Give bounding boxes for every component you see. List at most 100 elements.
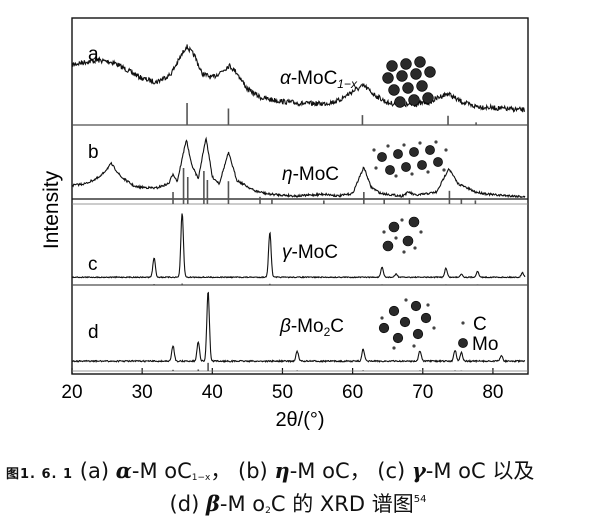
figure-caption-line-2: (d) β-M o2C 的 XRD 谱图54	[0, 488, 596, 518]
xrd-pattern-b	[71, 136, 526, 199]
crystal-c	[382, 216, 423, 254]
caption-run: -M oC	[131, 459, 192, 483]
panel-d: d β-Mo2C	[71, 291, 528, 372]
caption-run: 54	[413, 494, 427, 505]
mo-atom	[408, 94, 420, 106]
mo-atom	[410, 300, 422, 312]
phase-label: α-MoC1−x	[280, 68, 358, 91]
xrd-panels: a α-MoC1−x b η-MoC c γ-MoC d β-Mo2C	[71, 44, 528, 372]
c-atom	[413, 246, 417, 250]
c-atom	[461, 321, 465, 325]
panel-a: a α-MoC1−x	[71, 44, 528, 126]
mo-atom	[382, 72, 394, 84]
caption-run: α	[115, 458, 132, 483]
legend-mo-sphere	[458, 338, 468, 348]
caption-run: -M o	[219, 492, 266, 516]
crystal-structure-icons	[372, 56, 448, 350]
caption-run: 1−x	[191, 473, 211, 483]
c-atom	[386, 144, 390, 148]
xrd-pattern-a	[71, 44, 526, 113]
c-atom	[444, 148, 448, 152]
c-atom	[410, 172, 414, 176]
caption-run: η	[274, 458, 290, 483]
c-atom	[400, 218, 404, 222]
x-tick-label: 50	[272, 382, 293, 403]
caption-run: ， (b)	[210, 459, 275, 483]
panel-b: b η-MoC	[71, 136, 528, 205]
c-atom	[412, 344, 416, 348]
x-tick-label: 30	[132, 382, 153, 403]
caption-run: β	[205, 491, 220, 516]
c-atom	[394, 174, 398, 178]
mo-atom	[388, 305, 400, 317]
y-axis-label: Intensity	[40, 170, 63, 249]
mo-atom	[394, 96, 406, 108]
mo-atom	[399, 316, 411, 328]
atom-legend: CMo	[458, 314, 498, 355]
mo-atom	[412, 328, 424, 340]
xrd-pattern-c	[71, 213, 526, 279]
c-atom	[404, 298, 408, 302]
caption-text-2: (d) β-M o2C 的 XRD 谱图54	[169, 491, 427, 516]
c-atom	[442, 168, 446, 172]
mo-atom	[425, 145, 435, 155]
caption-text-1: (a) α-M oC1−x， (b) η-M oC， (c) γ-M oC 以及	[80, 458, 535, 483]
mo-atom	[410, 68, 422, 80]
c-atom	[426, 303, 430, 307]
mo-atom	[422, 92, 434, 104]
mo-atom	[388, 84, 400, 96]
crystal-d	[378, 298, 436, 350]
c-atom	[426, 170, 430, 174]
phase-label: η-MoC	[282, 164, 339, 185]
c-atom	[394, 236, 398, 240]
caption-run: -M oC 以及	[425, 459, 535, 483]
mo-atom	[386, 60, 398, 72]
mo-atom	[409, 147, 419, 157]
caption-run: 2	[265, 506, 271, 516]
caption-run: -M oC， (c)	[289, 459, 412, 483]
mo-atom	[382, 240, 394, 252]
mo-atom	[414, 56, 426, 68]
panel-letter: d	[88, 322, 99, 343]
mo-atom	[417, 160, 427, 170]
mo-atom	[392, 332, 404, 344]
x-axis-label: 2θ/(°)	[275, 409, 324, 431]
c-atom	[382, 230, 386, 234]
c-atom	[374, 166, 378, 170]
mo-atom	[433, 157, 443, 167]
mo-atom	[378, 322, 390, 334]
xrd-figure: 20 30 40 50 60 70 80 a α-MoC1−x b η-MoC c γ-MoC d β-M…	[40, 17, 529, 431]
phase-label: γ-MoC	[282, 242, 338, 263]
mo-atom	[393, 149, 403, 159]
x-tick-label: 80	[482, 382, 503, 403]
mo-atom	[396, 70, 408, 82]
c-atom	[434, 140, 438, 144]
x-tick-label: 40	[202, 382, 223, 403]
c-atom	[418, 141, 422, 145]
c-atom	[402, 250, 406, 254]
mo-atom	[420, 312, 432, 324]
mo-atom	[385, 165, 395, 175]
caption-run: γ	[411, 458, 426, 483]
xrd-pattern-d	[71, 291, 526, 364]
mo-atom	[402, 82, 414, 94]
caption-run: C 的 XRD 谱图	[270, 492, 414, 516]
mo-atom	[377, 152, 387, 162]
legend-item-c: C	[461, 314, 487, 335]
caption-run: (d)	[169, 492, 206, 516]
c-atom	[380, 316, 384, 320]
crystal-a	[382, 56, 436, 108]
mo-atom	[408, 216, 420, 228]
mo-atom	[416, 80, 428, 92]
plot-border	[71, 17, 529, 375]
figure-caption-line-1: 图1. 6. 1 (a) α-M oC1−x， (b) η-M oC， (c) …	[6, 455, 596, 485]
c-atom	[419, 230, 423, 234]
panel-letter: b	[88, 142, 99, 163]
figure-number: 图1. 6. 1	[6, 467, 74, 482]
x-tick-label: 20	[61, 382, 82, 403]
mo-atom	[400, 58, 412, 70]
c-atom	[372, 148, 376, 152]
panel-c: c γ-MoC	[71, 213, 528, 286]
x-tick-label: 70	[412, 382, 433, 403]
c-atom	[402, 143, 406, 147]
